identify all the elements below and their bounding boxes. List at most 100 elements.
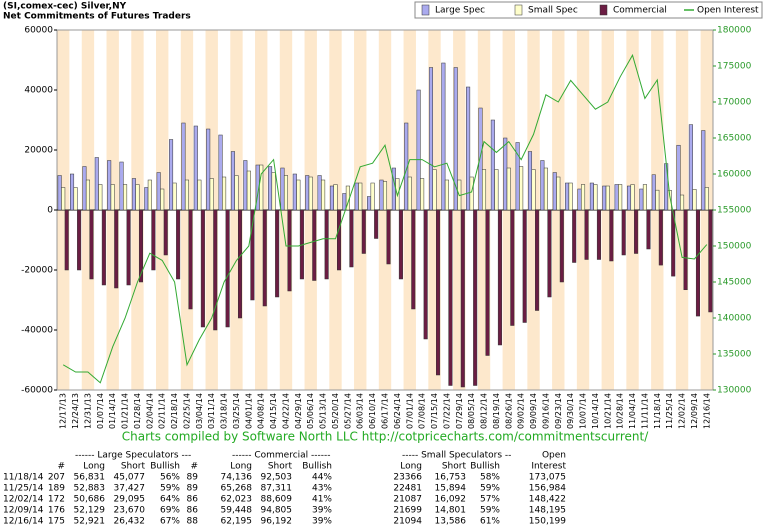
bar bbox=[485, 209, 490, 356]
table-cell: 56% bbox=[160, 473, 180, 483]
bar bbox=[565, 182, 570, 211]
x-tick-label: 07/15/14 bbox=[430, 393, 439, 429]
y-tick-label: 40000 bbox=[24, 86, 53, 96]
x-tick-label: 09/23/14 bbox=[554, 393, 563, 429]
bar bbox=[630, 184, 635, 211]
bar bbox=[82, 166, 87, 211]
bar bbox=[349, 209, 354, 268]
bar bbox=[704, 187, 709, 211]
table-column: Short bbox=[268, 462, 293, 472]
x-tick-label: 01/07/14 bbox=[96, 393, 105, 429]
bar bbox=[428, 67, 433, 211]
x-tick-label: 03/18/14 bbox=[220, 393, 229, 429]
x-tick-label: 04/29/14 bbox=[294, 393, 303, 429]
bar bbox=[259, 164, 264, 211]
bar bbox=[527, 151, 533, 211]
table-cell: 87,311 bbox=[261, 484, 293, 494]
bar bbox=[444, 179, 449, 211]
bar bbox=[478, 107, 483, 211]
table-cell: 61% bbox=[480, 517, 500, 527]
bar bbox=[271, 172, 276, 211]
x-tick-label: 09/16/14 bbox=[541, 393, 550, 429]
x-tick-label: 05/13/14 bbox=[319, 393, 328, 429]
table-cell: 21087 bbox=[393, 495, 422, 505]
table-cell: 59% bbox=[160, 484, 180, 494]
bar bbox=[572, 209, 577, 263]
y2-tick-label: 145000 bbox=[717, 278, 752, 288]
bar bbox=[658, 209, 663, 266]
bar bbox=[701, 130, 706, 211]
bar bbox=[85, 179, 90, 211]
bar bbox=[188, 209, 193, 310]
x-tick-label: 05/27/14 bbox=[343, 393, 352, 429]
table-cell: 12/16/14 bbox=[3, 517, 44, 527]
bar bbox=[552, 172, 557, 211]
bar bbox=[522, 209, 527, 323]
table-column: # bbox=[57, 462, 65, 472]
x-tick-label: 09/30/14 bbox=[566, 393, 575, 429]
table-cell: 11/18/14 bbox=[3, 473, 44, 483]
table-column: Long bbox=[230, 462, 252, 472]
table-cell: 45,077 bbox=[114, 473, 146, 483]
table-cell: 12/02/14 bbox=[3, 495, 44, 505]
bar bbox=[655, 189, 660, 211]
table-cell: 21094 bbox=[393, 517, 422, 527]
table-cell: 56,831 bbox=[74, 473, 106, 483]
x-tick-label: 02/11/14 bbox=[158, 393, 167, 429]
table-cell: 176 bbox=[48, 506, 65, 516]
x-tick-label: 04/22/14 bbox=[281, 393, 290, 429]
bar bbox=[114, 209, 119, 289]
x-tick-label: 10/14/14 bbox=[591, 393, 600, 429]
bar bbox=[581, 184, 586, 211]
bar bbox=[398, 209, 403, 280]
bar bbox=[209, 178, 214, 211]
table-cell: 52,883 bbox=[74, 484, 106, 494]
bar bbox=[110, 184, 115, 211]
bar bbox=[329, 185, 334, 211]
table-column: Bullish bbox=[302, 462, 332, 472]
bar bbox=[432, 169, 437, 211]
table-header: Open bbox=[542, 451, 566, 461]
bar bbox=[337, 209, 342, 271]
bar bbox=[708, 209, 713, 313]
bar bbox=[423, 209, 428, 340]
bar bbox=[218, 134, 223, 211]
table-cell: 175 bbox=[48, 517, 65, 527]
x-tick-label: 06/17/14 bbox=[381, 393, 390, 429]
bar bbox=[169, 139, 174, 211]
bar bbox=[568, 182, 573, 211]
table-cell: 92,503 bbox=[261, 473, 293, 483]
bar bbox=[73, 187, 78, 211]
bar bbox=[676, 144, 681, 211]
bar bbox=[609, 209, 614, 262]
credit: Charts compiled by Software North LLC ht… bbox=[122, 430, 649, 444]
table-cell: 44% bbox=[312, 473, 332, 483]
x-tick-label: 10/28/14 bbox=[616, 393, 625, 429]
table-column: Long bbox=[400, 462, 422, 472]
bar bbox=[354, 182, 359, 211]
table-cell: 59% bbox=[480, 506, 500, 516]
bar bbox=[361, 209, 366, 254]
bar bbox=[469, 176, 474, 211]
table-cell: 52,921 bbox=[74, 517, 106, 527]
table-cell: 23,670 bbox=[114, 506, 146, 516]
bar bbox=[404, 122, 409, 211]
bar bbox=[138, 209, 144, 283]
bar bbox=[358, 182, 363, 211]
bar bbox=[250, 209, 255, 301]
x-tick-label: 05/20/14 bbox=[331, 393, 340, 429]
bar bbox=[342, 193, 347, 211]
table-column: Interest bbox=[531, 462, 566, 472]
bar bbox=[547, 209, 552, 298]
bar bbox=[305, 175, 310, 211]
bar bbox=[482, 169, 487, 211]
bar bbox=[559, 209, 564, 283]
legend-box bbox=[414, 1, 763, 19]
x-tick-label: 01/28/14 bbox=[133, 393, 142, 429]
table-cell: 64% bbox=[160, 495, 180, 505]
bar bbox=[510, 209, 515, 326]
bar bbox=[683, 209, 688, 291]
table-cell: 16,092 bbox=[435, 495, 467, 505]
bar bbox=[160, 188, 165, 211]
bar bbox=[317, 175, 322, 211]
